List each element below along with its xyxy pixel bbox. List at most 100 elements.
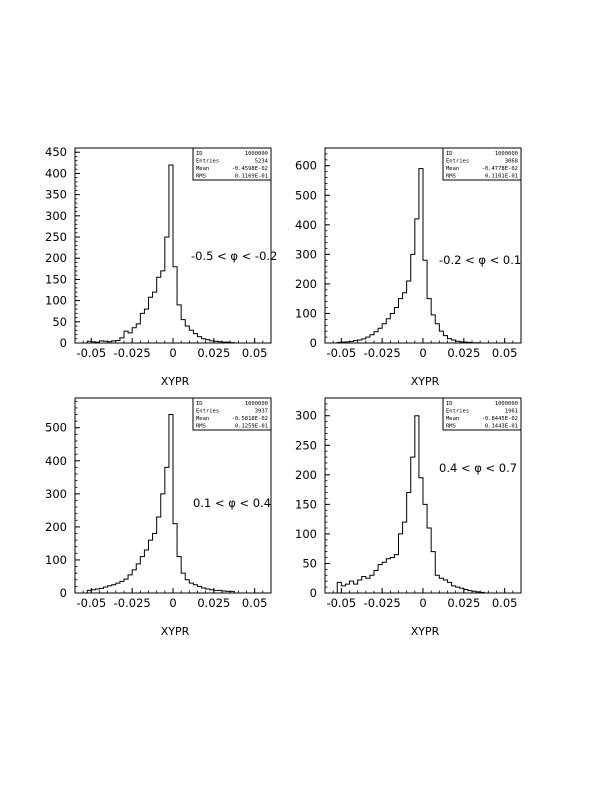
stats-label: ID: [446, 401, 453, 407]
stats-value: 3068: [505, 159, 518, 165]
stats-label: Mean: [196, 416, 209, 422]
y-tick-label: 300: [45, 487, 67, 501]
x-tick-label: 0.025: [197, 346, 230, 360]
y-tick-label: 100: [45, 294, 67, 308]
stats-value: -0.4598E-02: [232, 166, 268, 172]
x-tick-label: -0.025: [114, 596, 151, 610]
x-tick-label: -0.05: [326, 346, 356, 360]
y-tick-label: 0: [310, 586, 317, 600]
y-tick-label: 350: [45, 188, 67, 202]
x-tick-label: -0.05: [326, 596, 356, 610]
stats-value: -0.5818E-02: [232, 416, 268, 422]
stats-value: 1000000: [495, 401, 518, 407]
stats-value: 1000000: [245, 401, 268, 407]
stats-label: RMS: [446, 424, 456, 430]
y-tick-label: 200: [295, 277, 317, 291]
stats-label: Mean: [196, 166, 209, 172]
stats-label: Entries: [196, 159, 219, 165]
stats-label: ID: [196, 401, 203, 407]
y-tick-label: 200: [45, 251, 67, 265]
x-tick-label: -0.025: [364, 346, 401, 360]
stats-value: 0.1101E-01: [485, 174, 518, 180]
stats-value: 0.1443E-01: [485, 424, 518, 430]
histogram-panel: -0.05 -0.025 0 0.025 0.05 0 100 200 300 400 500 XYP…: [45, 397, 272, 638]
x-tick-label: 0.05: [242, 346, 268, 360]
x-tick-label: 0.05: [492, 596, 518, 610]
stats-label: Entries: [446, 159, 469, 165]
x-tick-label: 0.05: [492, 346, 518, 360]
x-tick-label: 0.05: [242, 596, 268, 610]
phi-range-annotation: 0.1 < φ < 0.4: [193, 496, 271, 510]
y-tick-label: 400: [45, 166, 67, 180]
stats-label: Mean: [446, 166, 459, 172]
stats-value: 0.1169E-01: [235, 174, 268, 180]
stats-label: Entries: [196, 409, 219, 415]
y-tick-label: 300: [45, 209, 67, 223]
stats-value: -0.8445E-02: [482, 416, 518, 422]
y-tick-label: 500: [295, 188, 317, 202]
y-tick-label: 50: [302, 556, 317, 570]
y-tick-label: 400: [295, 218, 317, 232]
y-tick-label: 500: [45, 421, 67, 435]
y-tick-label: 200: [45, 520, 67, 534]
x-tick-label: 0: [169, 346, 176, 360]
y-tick-label: 0: [60, 336, 67, 350]
stats-label: ID: [196, 151, 203, 157]
histogram-panel: -0.05 -0.025 0 0.025 0.05 0 50 100 150 200 250 300 3…: [45, 145, 277, 388]
histogram-panel: -0.05 -0.025 0 0.025 0.05 0 100 200 300 400 500 600…: [295, 147, 522, 388]
stats-value: 3937: [255, 409, 268, 415]
histogram-panel: -0.05 -0.025 0 0.025 0.05 0 50 100 150 200 250 300 X…: [295, 397, 522, 638]
x-tick-label: 0.025: [197, 596, 230, 610]
stats-value: 1000000: [245, 151, 268, 157]
y-tick-label: 100: [295, 306, 317, 320]
y-tick-label: 0: [60, 586, 67, 600]
x-tick-label: 0: [169, 596, 176, 610]
stats-value: 1000000: [495, 151, 518, 157]
x-tick-label: 0.025: [447, 346, 480, 360]
y-tick-label: 450: [45, 145, 67, 159]
stats-label: RMS: [196, 174, 206, 180]
stats-label: RMS: [446, 174, 456, 180]
stats-label: Entries: [446, 409, 469, 415]
y-tick-label: 150: [45, 272, 67, 286]
y-tick-label: 100: [295, 527, 317, 541]
phi-range-annotation: 0.4 < φ < 0.7: [439, 461, 517, 475]
y-tick-label: 600: [295, 159, 317, 173]
histogram-series: [329, 168, 517, 344]
y-tick-label: 50: [52, 315, 67, 329]
y-tick-label: 400: [45, 454, 67, 468]
y-tick-label: 300: [295, 247, 317, 261]
x-tick-label: 0: [419, 346, 426, 360]
stats-box: [192, 397, 272, 431]
y-tick-label: 150: [295, 497, 317, 511]
x-tick-label: 0: [419, 596, 426, 610]
x-tick-label: -0.025: [364, 596, 401, 610]
stats-value: -0.4778E-02: [482, 166, 518, 172]
stats-label: ID: [446, 151, 453, 157]
y-tick-label: 300: [295, 409, 317, 423]
x-tick-label: -0.05: [76, 346, 106, 360]
stats-value: 5234: [255, 159, 269, 165]
stats-label: Mean: [446, 416, 459, 422]
stats-value: 1961: [505, 409, 518, 415]
x-axis-label: XYPR: [161, 625, 190, 638]
stats-value: 0.1259E-01: [235, 424, 268, 430]
y-tick-label: 250: [295, 438, 317, 452]
y-tick-label: 100: [45, 553, 67, 567]
x-tick-label: -0.05: [76, 596, 106, 610]
x-axis-label: XYPR: [411, 625, 440, 638]
phi-range-annotation: -0.2 < φ < 0.1: [439, 253, 521, 267]
x-tick-label: 0.025: [447, 596, 480, 610]
y-tick-label: 250: [45, 230, 67, 244]
stats-label: RMS: [196, 424, 206, 430]
x-tick-label: -0.025: [114, 346, 151, 360]
phi-range-annotation: -0.5 < φ < -0.2: [191, 249, 277, 263]
stats-box: [192, 147, 272, 181]
stats-box: [442, 147, 522, 181]
stats-box: [442, 397, 522, 431]
y-tick-label: 200: [295, 468, 317, 482]
y-tick-label: 0: [310, 336, 317, 350]
histogram-series: [329, 415, 517, 594]
x-axis-label: XYPR: [411, 375, 440, 388]
